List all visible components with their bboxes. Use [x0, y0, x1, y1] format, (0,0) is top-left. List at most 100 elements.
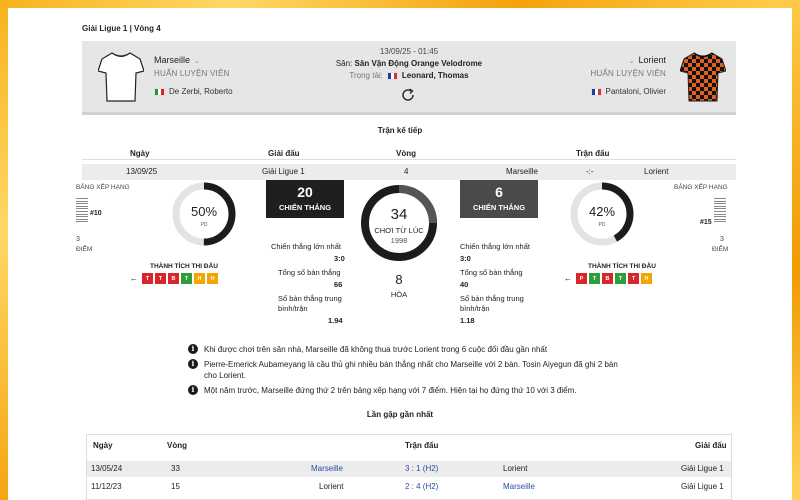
next-league: Giải Ligue 1	[262, 167, 305, 176]
away-wins: 6	[495, 184, 503, 200]
away-wins-label: CHIẾN THẮNG	[472, 203, 526, 212]
home-coach: De Zerbi, Roberto	[154, 87, 233, 96]
france-flag-icon	[590, 87, 602, 96]
home-form-result: T	[155, 273, 166, 284]
next-score: -:-	[586, 167, 594, 176]
away-coach-label: HUẤN LUYỆN VIÊN	[590, 69, 666, 78]
next-home[interactable]: Marseille	[506, 167, 539, 176]
away-avg-goals-label: Số bàn thắng trung bình/trận	[460, 294, 524, 313]
h2h-round: 15	[171, 482, 180, 491]
h2h-home[interactable]: Lorient	[319, 482, 344, 491]
away-points-label: ĐIỂM	[712, 246, 729, 253]
away-win-rate: 42%	[588, 204, 616, 219]
h2h-col-date: Ngày	[93, 441, 113, 450]
home-coach-name: De Zerbi, Roberto	[169, 87, 233, 96]
away-biggest-win-label: Chiến thắng lớn nhất	[460, 242, 530, 251]
home-jersey-icon	[98, 52, 144, 102]
h2h-col-league: Giải đấu	[695, 441, 727, 450]
away-total-goals-label: Tổng số bàn thắng	[460, 268, 523, 277]
home-form-result: H	[207, 273, 218, 284]
h2h-league: Giải Ligue 1	[681, 482, 724, 491]
match-info: 13/09/25 - 01:45 Sân: Sân Vận Động Orang…	[282, 47, 536, 80]
h2h-home[interactable]: Marseille	[311, 464, 344, 473]
italy-flag-icon	[154, 87, 165, 96]
col-match: Trận đấu	[576, 149, 610, 158]
away-jersey-icon	[680, 52, 726, 102]
table-row[interactable]: 13/05/24 33 Marseille 3 : 1 (H2) Lorient…	[87, 461, 731, 477]
info-icon: i	[188, 359, 198, 369]
col-date: Ngày	[130, 149, 150, 158]
h2h-score[interactable]: 3 : 1 (H2)	[405, 464, 439, 473]
chevron-down-icon[interactable]: ⌄	[628, 58, 635, 65]
table-row[interactable]: 11/12/23 15 Lorient 2 : 4 (H2) Marseille…	[87, 479, 731, 495]
home-avg-goals-label: Số bàn thắng trung bình/trận	[278, 294, 342, 313]
next-match-row[interactable]: 13/09/25 Giải Ligue 1 4 Marseille -:- Lo…	[82, 164, 736, 180]
info-icon: i	[188, 344, 198, 354]
away-form-result: P	[576, 273, 587, 284]
away-biggest-win: 3:0	[460, 254, 471, 263]
chevron-down-icon[interactable]: ⌄	[194, 58, 200, 65]
france-flag-icon	[386, 71, 398, 80]
home-win-rate-sub: PD	[200, 222, 208, 228]
h2h-league: Giải Ligue 1	[681, 464, 724, 473]
away-points: 3	[720, 236, 724, 243]
fact-item: i Một năm trước, Marseille đứng thứ 2 trê…	[188, 385, 628, 396]
home-total-goals: 66	[334, 280, 343, 289]
next-away[interactable]: Lorient	[644, 167, 669, 176]
league-round-title: Giải Ligue 1 | Vòng 4	[82, 24, 161, 33]
home-win-rate: 50%	[190, 204, 218, 219]
h2h-away[interactable]: Marseille	[503, 482, 536, 491]
home-form-result: B	[168, 273, 179, 284]
away-win-rate-donut	[570, 182, 634, 246]
match-referee: Trọng tài: Leonard, Thomas	[349, 71, 469, 80]
home-coach-label: HUẤN LUYỆN VIÊN	[154, 69, 230, 78]
h2h-score[interactable]: 2 : 4 (H2)	[405, 482, 439, 491]
home-wins-label: CHIẾN THẮNG	[278, 203, 332, 212]
played-since: 1998	[390, 236, 408, 245]
col-league: Giải đấu	[268, 149, 300, 158]
next-date: 13/09/25	[126, 167, 158, 176]
h2h-away[interactable]: Lorient	[503, 464, 528, 473]
refresh-icon[interactable]	[400, 87, 416, 103]
facts-list: i Khi được chơi trên sân nhà, Marseille đ…	[188, 344, 628, 400]
home-form-result: T	[142, 273, 153, 284]
away-coach: Pantaloni, Olivier	[590, 87, 666, 96]
col-round: Vòng	[396, 149, 416, 158]
next-match-title: Trận kế tiếp	[377, 126, 423, 135]
home-form-result: H	[194, 273, 205, 284]
away-team-name[interactable]: ⌄ Lorient	[628, 55, 666, 65]
arrow-left-icon: ←	[130, 274, 138, 283]
home-team-name[interactable]: Marseille ⌄	[154, 55, 200, 65]
h2h-col-round: Vòng	[167, 441, 187, 450]
h2h-title: Lần gặp gần nhất	[366, 410, 434, 419]
fact-item: i Pierre-Emerick Aubameyang là cầu thủ gh…	[188, 359, 628, 381]
home-total-goals-label: Tổng số bàn thắng	[278, 268, 341, 277]
match-venue: Sân: Sân Vận Động Orange Velodrome	[335, 59, 483, 68]
h2h-date: 11/12/23	[91, 482, 122, 491]
fact-item: i Khi được chơi trên sân nhà, Marseille đ…	[188, 344, 628, 355]
away-win-rate-sub: PD	[598, 222, 606, 228]
info-icon: i	[188, 385, 198, 395]
arrow-left-icon: ←	[564, 274, 572, 283]
away-avg-goals: 1.18	[460, 316, 475, 325]
played-label: CHƠI TỪ LÚC	[374, 226, 424, 235]
home-win-rate-donut	[172, 182, 236, 246]
home-points-label: ĐIỂM	[76, 246, 93, 253]
away-form-result: B	[602, 273, 613, 284]
home-points: 3	[76, 236, 80, 243]
home-wins: 20	[297, 184, 313, 200]
home-ranking-label: BẢNG XẾP HẠNG	[76, 184, 130, 191]
away-form-result: T	[615, 273, 626, 284]
h2h-table: Ngày Vòng Trận đấu Giải đấu 13/05/24 33 …	[86, 434, 732, 500]
match-preview-page: Giải Ligue 1 | Vòng 4 Marseille ⌄ HUẤN LU…	[8, 8, 792, 500]
home-form-title: THÀNH TÍCH THI ĐẤU	[150, 263, 218, 270]
total-draws: 8	[395, 272, 403, 287]
away-win-rate-arc	[570, 182, 634, 246]
h2h-col-match: Trận đấu	[405, 441, 439, 450]
away-wins-box: 6 CHIẾN THẮNG	[460, 180, 538, 218]
home-biggest-win-label: Chiến thắng lớn nhất	[271, 242, 341, 251]
draws-label: HÒA	[390, 290, 408, 299]
home-rank: #10	[90, 210, 102, 217]
